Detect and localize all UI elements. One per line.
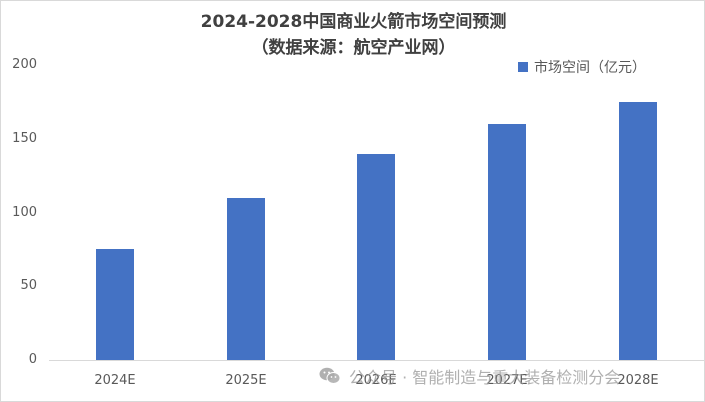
y-tick-label: 200 bbox=[12, 57, 37, 72]
x-tick-label: 2026E bbox=[355, 373, 397, 388]
bar-2025e bbox=[227, 197, 265, 360]
watermark: 公众号 · 智能制造与重大装备检测分会 bbox=[319, 364, 620, 388]
legend-label: 市场空间（亿元） bbox=[534, 60, 646, 76]
y-tick-label: 50 bbox=[20, 278, 37, 294]
y-tick-label: 0 bbox=[28, 352, 37, 367]
legend-swatch-icon bbox=[518, 62, 528, 72]
chart-subtitle: （数据来源：航空产业网） bbox=[251, 38, 456, 58]
y-tick-label: 150 bbox=[12, 130, 37, 146]
legend: 市场空间（亿元） bbox=[518, 57, 646, 77]
bar-2027e bbox=[488, 124, 526, 360]
x-tick-label: 2028E bbox=[617, 373, 659, 388]
x-tick-label: 2027E bbox=[486, 373, 528, 388]
x-tick-label: 2024E bbox=[94, 373, 136, 388]
x-axis-line bbox=[49, 360, 704, 361]
x-tick-label: 2025E bbox=[225, 373, 267, 388]
bar-2026e bbox=[357, 153, 395, 360]
bar-2024e bbox=[96, 249, 134, 360]
y-tick-label: 100 bbox=[12, 204, 37, 220]
bar-2028e bbox=[619, 101, 657, 360]
chart-title: 2024-2028中国商业火箭市场空间预测 bbox=[200, 12, 507, 32]
watermark-text: 公众号 · 智能制造与重大装备检测分会 bbox=[349, 368, 621, 387]
wechat-icon bbox=[319, 367, 341, 384]
